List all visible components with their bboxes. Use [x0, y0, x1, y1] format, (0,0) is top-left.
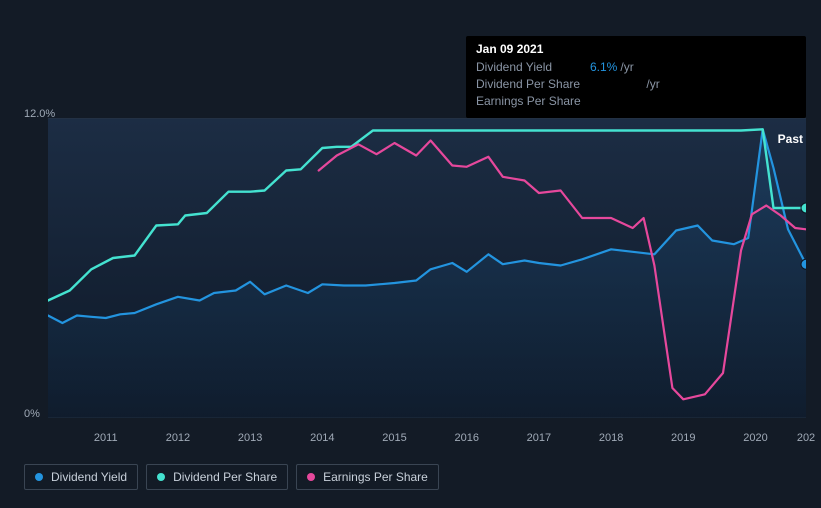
- x-axis-tick: 2019: [671, 432, 695, 444]
- x-axis-tick: 2018: [599, 432, 623, 444]
- legend-item-dividend-per-share[interactable]: Dividend Per Share: [146, 464, 288, 490]
- chart-container: Jan 09 2021 Dividend Yield 6.1% /yr Divi…: [0, 0, 821, 508]
- tooltip-row-label: Dividend Yield: [476, 59, 590, 76]
- legend-dot-icon: [307, 473, 315, 481]
- tooltip-row-value: 6.1%: [590, 59, 617, 76]
- tooltip-row-value: US$1.000: [590, 76, 643, 93]
- x-axis-tick: 2011: [94, 432, 118, 444]
- tooltip-row-label: Dividend Per Share: [476, 76, 590, 93]
- tooltip-row-suffix: /yr: [620, 59, 633, 76]
- tooltip-row-value: No data: [590, 93, 632, 110]
- hover-tooltip: Jan 09 2021 Dividend Yield 6.1% /yr Divi…: [466, 36, 806, 118]
- tooltip-row-suffix: /yr: [646, 76, 659, 93]
- tooltip-row-label: Earnings Per Share: [476, 93, 590, 110]
- x-axis-tick: 2014: [310, 432, 334, 444]
- tooltip-row-dividend-yield: Dividend Yield 6.1% /yr: [476, 59, 796, 76]
- chart-svg: [48, 118, 806, 418]
- tooltip-row-earnings-per-share: Earnings Per Share No data: [476, 93, 796, 110]
- y-axis-tick-bottom: 0%: [24, 408, 40, 420]
- x-axis-tick: 2016: [454, 432, 478, 444]
- legend-dot-icon: [35, 473, 43, 481]
- x-axis-tick: 2020: [743, 432, 767, 444]
- x-axis-tick: 2017: [527, 432, 551, 444]
- tooltip-date: Jan 09 2021: [476, 42, 796, 56]
- tooltip-row-dividend-per-share: Dividend Per Share US$1.000 /yr: [476, 76, 796, 93]
- x-axis-tick: 2013: [238, 432, 262, 444]
- legend-item-dividend-yield[interactable]: Dividend Yield: [24, 464, 138, 490]
- legend-item-earnings-per-share[interactable]: Earnings Per Share: [296, 464, 439, 490]
- x-axis-tick: 2012: [166, 432, 190, 444]
- legend-label: Dividend Per Share: [173, 470, 277, 484]
- period-label-past: Past: [778, 132, 803, 146]
- x-axis-tick: 2015: [382, 432, 406, 444]
- legend: Dividend Yield Dividend Per Share Earnin…: [24, 464, 439, 490]
- legend-label: Dividend Yield: [51, 470, 127, 484]
- legend-dot-icon: [157, 473, 165, 481]
- x-axis-tick-partial: 202: [797, 432, 815, 444]
- legend-label: Earnings Per Share: [323, 470, 428, 484]
- plot-area[interactable]: [48, 118, 806, 418]
